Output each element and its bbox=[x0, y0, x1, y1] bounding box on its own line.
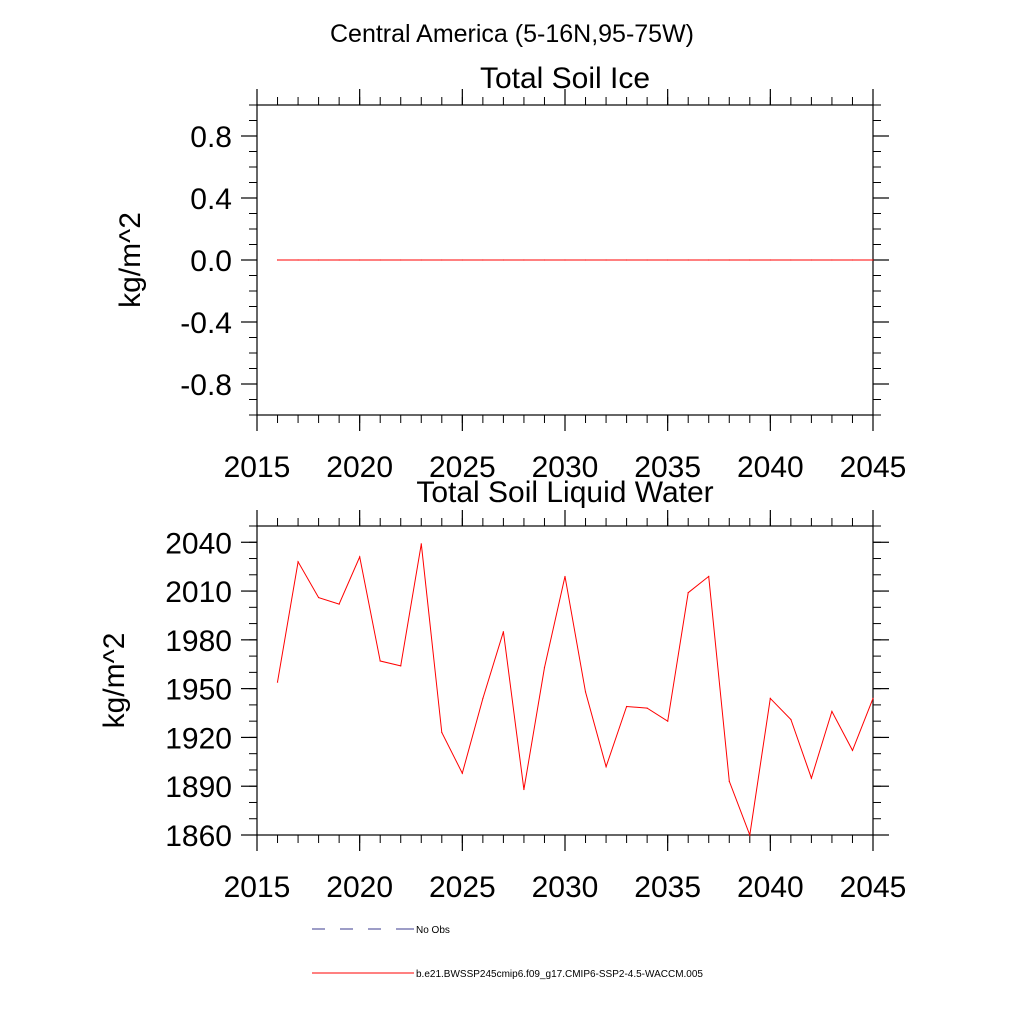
ice-x-tick-label: 2045 bbox=[840, 451, 907, 484]
liquid-data-point bbox=[646, 707, 648, 709]
panel-total-soil-ice: Total Soil Icekg/m^20.80.40.0-0.4-0.8201… bbox=[114, 62, 906, 484]
liquid-data-point bbox=[687, 592, 689, 594]
liquid-data-point bbox=[810, 777, 813, 779]
region-title: Central America (5-16N,95-75W) bbox=[330, 20, 694, 48]
liquid-y-tick-label: 1860 bbox=[165, 820, 232, 853]
ice-data-point bbox=[564, 259, 566, 261]
liquid-data-point bbox=[441, 731, 443, 734]
ice-y-tick-label: 0.4 bbox=[190, 183, 232, 216]
ice-data-point bbox=[749, 259, 751, 261]
liquid-x-tick-label: 2040 bbox=[737, 871, 804, 904]
ice-data-point bbox=[523, 259, 525, 261]
liquid-y-tick-label: 2040 bbox=[165, 527, 232, 560]
legend: No Obs b.e21.BWSSP245cmip6.f09_g17.CMIP6… bbox=[312, 925, 703, 980]
ice-y-tick-label: -0.8 bbox=[180, 369, 232, 402]
ice-data-point bbox=[667, 259, 669, 261]
ice-data-point bbox=[482, 259, 484, 261]
liquid-series-line bbox=[277, 543, 874, 837]
liquid-data-point bbox=[379, 660, 381, 662]
liquid-data-point bbox=[626, 705, 628, 708]
ice-data-point bbox=[728, 259, 730, 261]
ice-x-tick-label: 2040 bbox=[737, 451, 804, 484]
liquid-data-point bbox=[276, 681, 279, 683]
liquid-x-tick-label: 2030 bbox=[532, 871, 599, 904]
ice-data-point bbox=[584, 259, 587, 261]
ice-data-point bbox=[359, 259, 361, 261]
liquid-data-point bbox=[851, 749, 854, 752]
liquid-x-tick-label: 2020 bbox=[326, 871, 393, 904]
liquid-data-point bbox=[708, 575, 710, 578]
ice-data-point bbox=[441, 259, 443, 261]
liquid-x-tick-label: 2035 bbox=[634, 871, 701, 904]
ice-x-tick-label: 2035 bbox=[634, 451, 701, 484]
liquid-y-tick-label: 1950 bbox=[165, 674, 232, 707]
liquid-y-tick-label: 2010 bbox=[165, 576, 232, 609]
ice-data-point bbox=[379, 259, 381, 261]
liquid-plot-frame bbox=[256, 525, 874, 836]
ice-data-point bbox=[687, 259, 689, 261]
ice-data-point bbox=[543, 259, 546, 261]
liquid-data-point bbox=[564, 575, 566, 578]
liquid-data-point bbox=[543, 666, 546, 669]
liquid-y-tick-label: 1920 bbox=[165, 722, 232, 755]
liquid-data-point bbox=[667, 720, 669, 722]
ice-x-tick-label: 2025 bbox=[429, 451, 496, 484]
ice-data-point bbox=[851, 259, 854, 261]
legend-label-no-obs: No Obs bbox=[416, 925, 450, 936]
ice-x-tick-label: 2020 bbox=[326, 451, 393, 484]
ice-data-point bbox=[626, 259, 628, 261]
ice-x-tick-label: 2015 bbox=[224, 451, 291, 484]
liquid-data-point bbox=[523, 788, 525, 791]
ice-data-point bbox=[605, 259, 607, 261]
liquid-data-point bbox=[420, 543, 422, 545]
liquid-data-point bbox=[872, 697, 874, 699]
ice-data-point bbox=[646, 259, 648, 261]
liquid-chart-title: Total Soil Liquid Water bbox=[416, 476, 713, 509]
liquid-data-point bbox=[728, 780, 730, 782]
liquid-x-tick-label: 2045 bbox=[840, 871, 907, 904]
ice-data-point bbox=[318, 259, 320, 261]
ice-data-point bbox=[461, 259, 463, 261]
ice-y-tick-label: 0.8 bbox=[190, 121, 232, 154]
liquid-x-tick-label: 2025 bbox=[429, 871, 496, 904]
ice-x-tick-label: 2030 bbox=[532, 451, 599, 484]
liquid-y-tick-label: 1890 bbox=[165, 771, 232, 804]
liquid-data-point bbox=[461, 772, 463, 774]
ice-y-tick-label: 0.0 bbox=[190, 245, 232, 278]
liquid-data-point bbox=[482, 697, 484, 699]
liquid-x-tick-label: 2015 bbox=[224, 871, 291, 904]
liquid-y-tick-label: 1980 bbox=[165, 625, 232, 658]
liquid-data-point bbox=[831, 710, 833, 713]
panel-total-soil-liquid-water: Total Soil Liquid Water kg/m^2 2040 2010 198… bbox=[98, 476, 906, 904]
liquid-data-point bbox=[584, 691, 587, 693]
ice-data-point bbox=[790, 259, 792, 261]
liquid-data-point bbox=[359, 556, 361, 558]
ice-data-point bbox=[338, 259, 340, 261]
liquid-data-point bbox=[790, 718, 792, 721]
legend-label-model: b.e21.BWSSP245cmip6.f09_g17.CMIP6-SSP2-4… bbox=[416, 969, 703, 980]
ice-data-point bbox=[831, 259, 833, 261]
liquid-data-point bbox=[297, 561, 299, 563]
ice-data-point bbox=[708, 259, 710, 261]
liquid-data-point bbox=[502, 631, 504, 633]
ice-data-point bbox=[769, 259, 771, 261]
ice-y-tick-label: -0.4 bbox=[180, 307, 232, 340]
ice-data-point bbox=[420, 259, 422, 261]
liquid-data-point bbox=[318, 596, 320, 599]
liquid-y-axis-label: kg/m^2 bbox=[98, 633, 131, 729]
ice-data-point bbox=[872, 259, 874, 261]
ice-data-point bbox=[297, 259, 299, 261]
liquid-data-point bbox=[605, 766, 607, 768]
ice-data-point bbox=[400, 259, 402, 261]
liquid-data-point bbox=[769, 697, 771, 699]
liquid-data-point bbox=[749, 834, 751, 836]
ice-data-point bbox=[502, 259, 504, 261]
liquid-data-point bbox=[400, 665, 402, 667]
liquid-data-point bbox=[338, 603, 340, 605]
ice-data-point bbox=[276, 259, 279, 261]
ice-y-axis-label: kg/m^2 bbox=[114, 212, 147, 308]
ice-data-point bbox=[810, 259, 813, 261]
